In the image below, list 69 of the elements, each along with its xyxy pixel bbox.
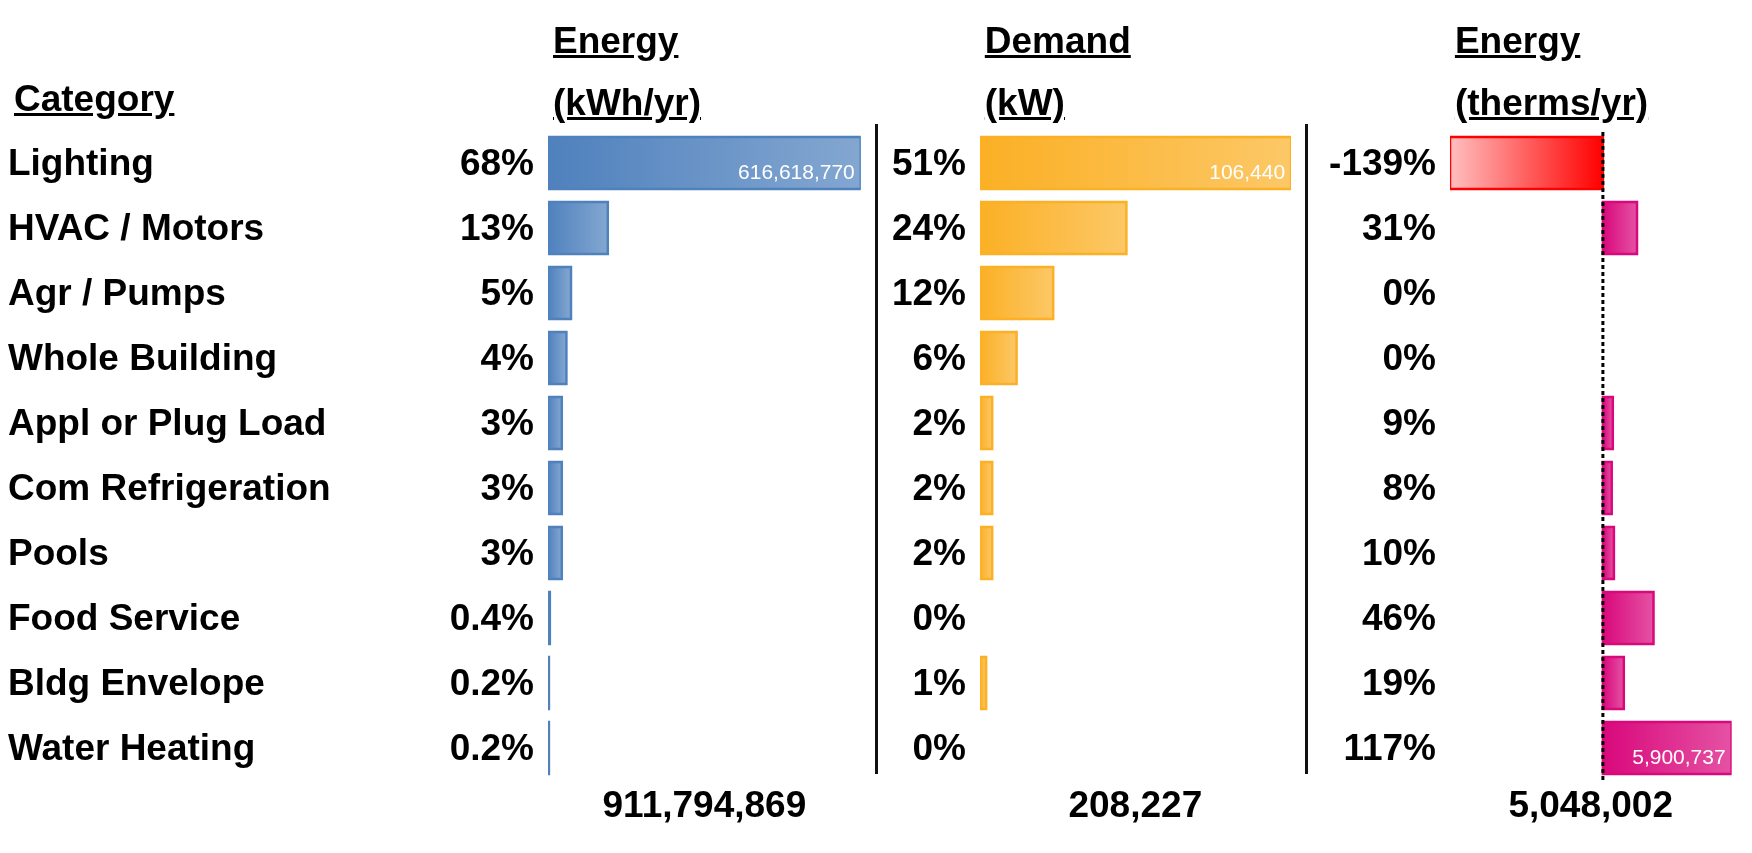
data-label: 0.2% bbox=[449, 727, 534, 769]
bar bbox=[979, 460, 994, 516]
bar bbox=[548, 200, 610, 256]
bar bbox=[979, 200, 1128, 256]
bar bbox=[548, 525, 564, 581]
y-tick-label: Pools bbox=[8, 532, 109, 574]
bar bbox=[1601, 655, 1625, 711]
data-label: 3% bbox=[480, 532, 534, 574]
bar bbox=[979, 525, 994, 581]
bar bbox=[979, 330, 1018, 386]
data-label: 0.2% bbox=[449, 662, 534, 704]
data-label: 0% bbox=[1382, 272, 1436, 314]
text: 5,048,002 bbox=[1507, 784, 1674, 826]
y-tick-label: Whole Building bbox=[8, 337, 278, 379]
data-label: 0% bbox=[912, 727, 966, 769]
bar bbox=[1601, 200, 1639, 256]
data-label: 2% bbox=[912, 402, 966, 444]
bar bbox=[548, 330, 568, 386]
data-label: 5% bbox=[480, 272, 534, 314]
data-label: 0% bbox=[1382, 337, 1436, 379]
y-tick-label: Bldg Envelope bbox=[8, 662, 265, 704]
data-label: 6% bbox=[912, 337, 966, 379]
bar bbox=[1449, 135, 1605, 191]
chart-title: Demand (kW) bbox=[984, 19, 1131, 125]
data-label: 51% bbox=[891, 142, 966, 184]
y-tick-label: Agr / Pumps bbox=[8, 272, 226, 314]
bar bbox=[1601, 590, 1655, 646]
data-label: 31% bbox=[1361, 207, 1436, 249]
y-tick-label: Lighting bbox=[8, 142, 154, 184]
data-label: 2% bbox=[912, 467, 966, 509]
data-label: 0.4% bbox=[449, 597, 534, 639]
data-label: 9% bbox=[1382, 402, 1436, 444]
bar bbox=[979, 395, 994, 451]
bar bbox=[979, 135, 1291, 191]
bar bbox=[548, 395, 564, 451]
y-tick-label: HVAC / Motors bbox=[8, 207, 265, 249]
annotation: 616,618,770 bbox=[738, 160, 855, 183]
annotation: 5,900,737 bbox=[1632, 745, 1726, 768]
data-label: 24% bbox=[891, 207, 966, 249]
y-tick-label: Food Service bbox=[8, 597, 241, 639]
data-label: 12% bbox=[891, 272, 966, 314]
data-label: 2% bbox=[912, 532, 966, 574]
data-label: -139% bbox=[1328, 142, 1436, 184]
y-axis-title: Category bbox=[14, 78, 175, 120]
annotation: 106,440 bbox=[1209, 160, 1285, 183]
bar bbox=[548, 460, 564, 516]
data-label: 117% bbox=[1343, 727, 1436, 769]
data-label: 4% bbox=[480, 337, 534, 379]
data-label: 46% bbox=[1361, 597, 1436, 639]
bar bbox=[548, 265, 573, 321]
data-label: 68% bbox=[459, 142, 534, 184]
y-tick-label: Appl or Plug Load bbox=[8, 402, 327, 444]
chart-title: Energy (therms/yr) bbox=[1454, 19, 1649, 125]
y-tick-label: Com Refrigeration bbox=[8, 467, 331, 509]
data-label: 19% bbox=[1361, 662, 1436, 704]
text: 911,794,869 bbox=[601, 784, 808, 826]
bar bbox=[548, 135, 861, 191]
data-label: 1% bbox=[912, 662, 966, 704]
text: 208,227 bbox=[1067, 784, 1204, 826]
bar bbox=[979, 265, 1055, 321]
bar bbox=[979, 655, 988, 711]
data-label: 3% bbox=[480, 467, 534, 509]
data-label: 13% bbox=[459, 207, 534, 249]
y-tick-label: Water Heating bbox=[8, 727, 256, 769]
data-label: 3% bbox=[480, 402, 534, 444]
chart-title: Energy (kWh/yr) bbox=[553, 19, 701, 125]
data-label: 8% bbox=[1382, 467, 1436, 509]
data-label: 0% bbox=[912, 597, 966, 639]
data-label: 10% bbox=[1361, 532, 1436, 574]
